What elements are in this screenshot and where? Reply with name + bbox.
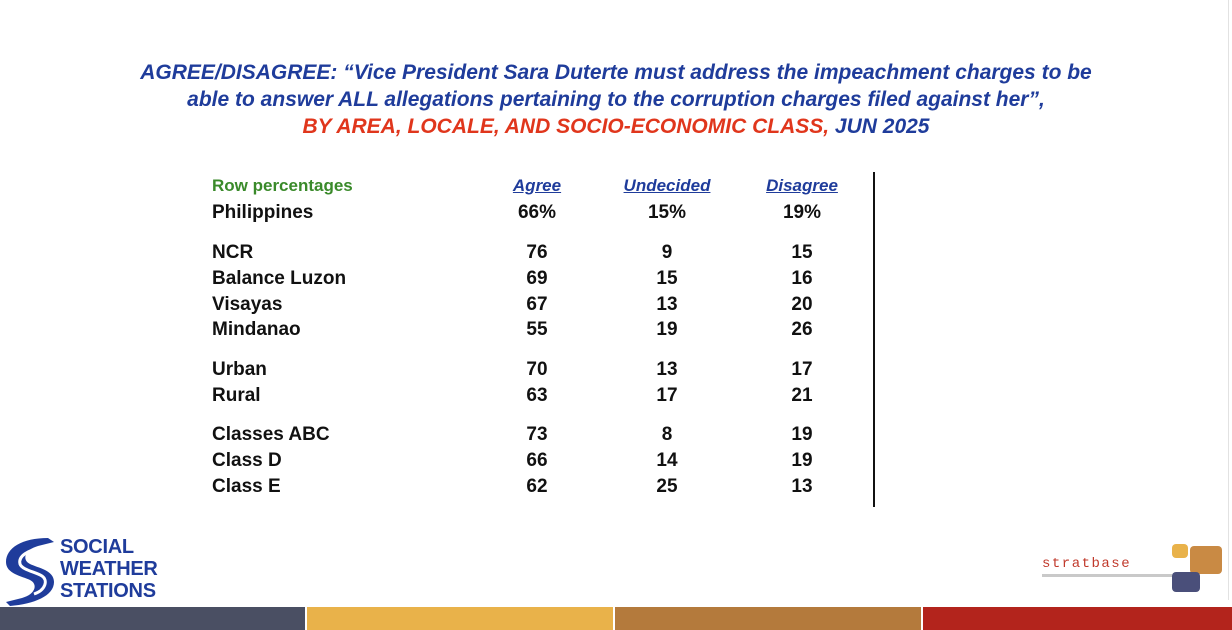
title-date: JUN 2025 [829,115,930,138]
row-label: Philippines [212,202,314,223]
sws-logo: SOCIAL WEATHER STATIONS [2,536,202,606]
table-cell: 17 [656,385,678,406]
table-cell: 21 [791,385,813,406]
row-label: Classes ABC [212,424,330,445]
stratbase-logo: stratbase [1040,542,1230,602]
table-cell: 69 [526,268,548,289]
footer-color-bar [615,607,921,630]
table-cell: 14 [656,450,678,471]
table-cell: 19 [791,424,813,445]
table-cell: 9 [661,242,673,263]
table-cell: 19% [782,202,822,223]
table-cell: 13 [656,359,678,380]
stratbase-square-icon [1172,572,1200,592]
table-cell: 62 [526,476,548,497]
table-cell: 70 [526,359,548,380]
sws-name-line-3: STATIONS [60,580,156,602]
table-cell: 19 [791,450,813,471]
col-head-undecided: Undecided [623,176,711,195]
footer-color-bar [0,607,305,630]
table-cell: 26 [791,319,813,340]
title-subtitle-red: BY AREA, LOCALE, AND SOCIO-ECONOMIC CLAS… [302,115,830,138]
title-line-1: AGREE/DISAGREE: “Vice President Sara Dut… [140,61,1092,84]
sws-swoosh-icon [6,538,54,606]
row-label: Class D [212,450,282,471]
table-cell: 19 [656,319,678,340]
stratbase-square-icon [1172,544,1188,558]
row-label: Visayas [212,294,283,315]
table-cell: 66 [526,450,548,471]
footer-color-bar [307,607,613,630]
sws-name-line-2: WEATHER [60,558,158,580]
col-head-agree: Agree [512,176,562,195]
row-label: Class E [212,476,281,497]
table-cell: 13 [791,476,813,497]
row-label: Balance Luzon [212,268,347,289]
table-cell: 16 [791,268,813,289]
table-cell: 66% [517,202,557,223]
table-cell: 20 [791,294,813,315]
stratbase-wordmark: stratbase [1042,556,1132,572]
col-head-disagree: Disagree [766,176,838,195]
stratbase-square-icon [1190,546,1222,574]
title-line-2: able to answer ALL allegations pertainin… [187,88,1045,111]
table-cell: 76 [526,242,548,263]
table-cell: 15 [791,242,813,263]
table-cell: 8 [661,424,673,445]
table-cell: 55 [526,319,548,340]
row-header-label: Row percentages [212,176,353,195]
table-cell: 15% [647,202,687,223]
row-label: Mindanao [212,319,301,340]
table-cell: 13 [656,294,678,315]
table-cell: 63 [526,385,548,406]
table-right-rule [873,172,875,507]
row-label: Rural [212,385,261,406]
table-cell: 67 [526,294,548,315]
title-line-3: BY AREA, LOCALE, AND SOCIO-ECONOMIC CLAS… [0,113,1232,140]
table-cell: 17 [791,359,813,380]
stratbase-tagline [1042,574,1172,577]
row-label: NCR [212,242,254,263]
footer-color-bar [923,607,1232,630]
chart-title: AGREE/DISAGREE: “Vice President Sara Dut… [0,59,1232,140]
table-cell: 15 [656,268,678,289]
slide-edge [1228,0,1229,600]
row-label: Urban [212,359,267,380]
data-table: Row percentages Agree Undecided Disagree Ph… [212,174,852,504]
sws-name-line-1: SOCIAL [60,536,134,558]
table-cell: 25 [656,476,678,497]
table-cell: 73 [526,424,548,445]
